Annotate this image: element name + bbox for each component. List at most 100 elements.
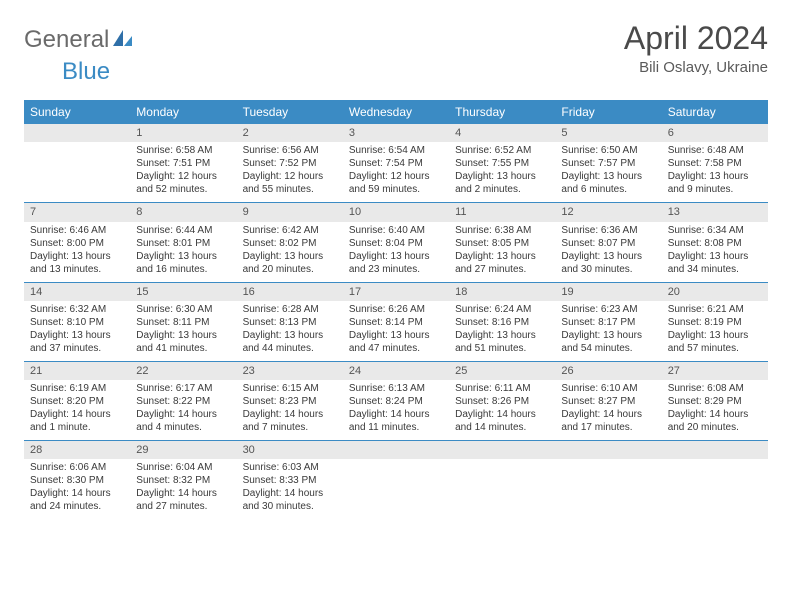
sunrise-text: Sunrise: 6:30 AM [136, 303, 230, 316]
sunset-text: Sunset: 7:54 PM [349, 157, 443, 170]
sunrise-text: Sunrise: 6:26 AM [349, 303, 443, 316]
day-number: 7 [24, 203, 130, 221]
sunrise-text: Sunrise: 6:32 AM [30, 303, 124, 316]
month-title: April 2024 [624, 20, 768, 57]
sunrise-text: Sunrise: 6:44 AM [136, 224, 230, 237]
sunrise-text: Sunrise: 6:40 AM [349, 224, 443, 237]
cell-body: Sunrise: 6:15 AMSunset: 8:23 PMDaylight:… [237, 380, 343, 440]
day-number: 27 [662, 362, 768, 380]
week-row: 7Sunrise: 6:46 AMSunset: 8:00 PMDaylight… [24, 203, 768, 282]
logo: General [24, 26, 135, 54]
calendar-cell: 26Sunrise: 6:10 AMSunset: 8:27 PMDayligh… [555, 362, 661, 440]
day-number [662, 441, 768, 459]
day-number: 4 [449, 124, 555, 142]
calendar-cell: 1Sunrise: 6:58 AMSunset: 7:51 PMDaylight… [130, 124, 236, 202]
daylight-text: Daylight: 13 hours and 30 minutes. [561, 250, 655, 276]
daylight-text: Daylight: 13 hours and 9 minutes. [668, 170, 762, 196]
calendar-cell: 7Sunrise: 6:46 AMSunset: 8:00 PMDaylight… [24, 203, 130, 281]
daylight-text: Daylight: 12 hours and 59 minutes. [349, 170, 443, 196]
cell-body [24, 142, 130, 150]
cell-body: Sunrise: 6:06 AMSunset: 8:30 PMDaylight:… [24, 459, 130, 519]
calendar-cell: 16Sunrise: 6:28 AMSunset: 8:13 PMDayligh… [237, 283, 343, 361]
sunset-text: Sunset: 8:26 PM [455, 395, 549, 408]
sunrise-text: Sunrise: 6:13 AM [349, 382, 443, 395]
daylight-text: Daylight: 14 hours and 4 minutes. [136, 408, 230, 434]
day-header: Tuesday [237, 100, 343, 124]
day-number: 22 [130, 362, 236, 380]
cell-body [343, 459, 449, 467]
daylight-text: Daylight: 13 hours and 16 minutes. [136, 250, 230, 276]
calendar-cell [449, 441, 555, 519]
cell-body: Sunrise: 6:26 AMSunset: 8:14 PMDaylight:… [343, 301, 449, 361]
day-number: 30 [237, 441, 343, 459]
cell-body: Sunrise: 6:08 AMSunset: 8:29 PMDaylight:… [662, 380, 768, 440]
day-headers-row: SundayMondayTuesdayWednesdayThursdayFrid… [24, 100, 768, 124]
day-number: 24 [343, 362, 449, 380]
day-number: 12 [555, 203, 661, 221]
daylight-text: Daylight: 14 hours and 11 minutes. [349, 408, 443, 434]
day-number: 19 [555, 283, 661, 301]
day-number: 17 [343, 283, 449, 301]
sunset-text: Sunset: 8:07 PM [561, 237, 655, 250]
day-header: Friday [555, 100, 661, 124]
sunset-text: Sunset: 8:02 PM [243, 237, 337, 250]
day-number: 1 [130, 124, 236, 142]
cell-body: Sunrise: 6:21 AMSunset: 8:19 PMDaylight:… [662, 301, 768, 361]
day-header: Thursday [449, 100, 555, 124]
day-number: 14 [24, 283, 130, 301]
cell-body [662, 459, 768, 467]
cell-body: Sunrise: 6:44 AMSunset: 8:01 PMDaylight:… [130, 222, 236, 282]
day-number: 15 [130, 283, 236, 301]
sunrise-text: Sunrise: 6:24 AM [455, 303, 549, 316]
day-number: 13 [662, 203, 768, 221]
cell-body: Sunrise: 6:50 AMSunset: 7:57 PMDaylight:… [555, 142, 661, 202]
sunset-text: Sunset: 7:51 PM [136, 157, 230, 170]
calendar-cell: 24Sunrise: 6:13 AMSunset: 8:24 PMDayligh… [343, 362, 449, 440]
day-number: 26 [555, 362, 661, 380]
cell-body [449, 459, 555, 467]
cell-body: Sunrise: 6:10 AMSunset: 8:27 PMDaylight:… [555, 380, 661, 440]
daylight-text: Daylight: 13 hours and 34 minutes. [668, 250, 762, 276]
daylight-text: Daylight: 13 hours and 2 minutes. [455, 170, 549, 196]
cell-body: Sunrise: 6:56 AMSunset: 7:52 PMDaylight:… [237, 142, 343, 202]
sunrise-text: Sunrise: 6:17 AM [136, 382, 230, 395]
week-row: 14 Sunrise: 6:32 AMSunset: 8:10 PM Dayligh… [24, 283, 768, 362]
cell-body: Sunrise: 6:34 AMSunset: 8:08 PMDaylight:… [662, 222, 768, 282]
daylight-text: Daylight: 13 hours and 41 minutes. [136, 329, 230, 355]
daylight-text: Daylight: 12 hours and 52 minutes. [136, 170, 230, 196]
daylight-text: Daylight: 14 hours and 7 minutes. [243, 408, 337, 434]
sunrise-text: Sunrise: 6:06 AM [30, 461, 124, 474]
sunset-text: Sunset: 7:55 PM [455, 157, 549, 170]
sunrise-text: Sunrise: 6:28 AM [243, 303, 337, 316]
sunrise-text: Sunrise: 6:48 AM [668, 144, 762, 157]
sunrise-text: Sunrise: 6:42 AM [243, 224, 337, 237]
sunset-text: Sunset: 8:10 PM [30, 316, 124, 329]
calendar-cell: 11Sunrise: 6:38 AMSunset: 8:05 PMDayligh… [449, 203, 555, 281]
sunset-text: Sunset: 8:33 PM [243, 474, 337, 487]
calendar-cell: 23Sunrise: 6:15 AMSunset: 8:23 PMDayligh… [237, 362, 343, 440]
sunset-text: Sunset: 8:17 PM [561, 316, 655, 329]
calendar-cell: 13Sunrise: 6:34 AMSunset: 8:08 PMDayligh… [662, 203, 768, 281]
daylight-text: Daylight: 13 hours and 54 minutes. [561, 329, 655, 355]
sunrise-text: Sunrise: 6:23 AM [561, 303, 655, 316]
calendar-cell [24, 124, 130, 202]
day-number [24, 124, 130, 142]
day-number: 29 [130, 441, 236, 459]
calendar-cell: 25Sunrise: 6:11 AMSunset: 8:26 PMDayligh… [449, 362, 555, 440]
day-number: 9 [237, 203, 343, 221]
calendar-cell: 28Sunrise: 6:06 AMSunset: 8:30 PMDayligh… [24, 441, 130, 519]
daylight-text: Daylight: 13 hours and 44 minutes. [243, 329, 337, 355]
daylight-text: Daylight: 13 hours and 23 minutes. [349, 250, 443, 276]
day-number: 6 [662, 124, 768, 142]
daylight-text: Daylight: 14 hours and 30 minutes. [243, 487, 337, 513]
sunset-text: Sunset: 8:01 PM [136, 237, 230, 250]
day-number: 23 [237, 362, 343, 380]
day-number [343, 441, 449, 459]
cell-body: Sunrise: 6:19 AMSunset: 8:20 PMDaylight:… [24, 380, 130, 440]
daylight-text: Daylight: 13 hours and 20 minutes. [243, 250, 337, 276]
sunrise-text: Sunrise: 6:46 AM [30, 224, 124, 237]
calendar-cell [343, 441, 449, 519]
sunrise-text: Sunrise: 6:04 AM [136, 461, 230, 474]
sunset-text: Sunset: 8:23 PM [243, 395, 337, 408]
calendar-cell: 20Sunrise: 6:21 AMSunset: 8:19 PMDayligh… [662, 283, 768, 361]
